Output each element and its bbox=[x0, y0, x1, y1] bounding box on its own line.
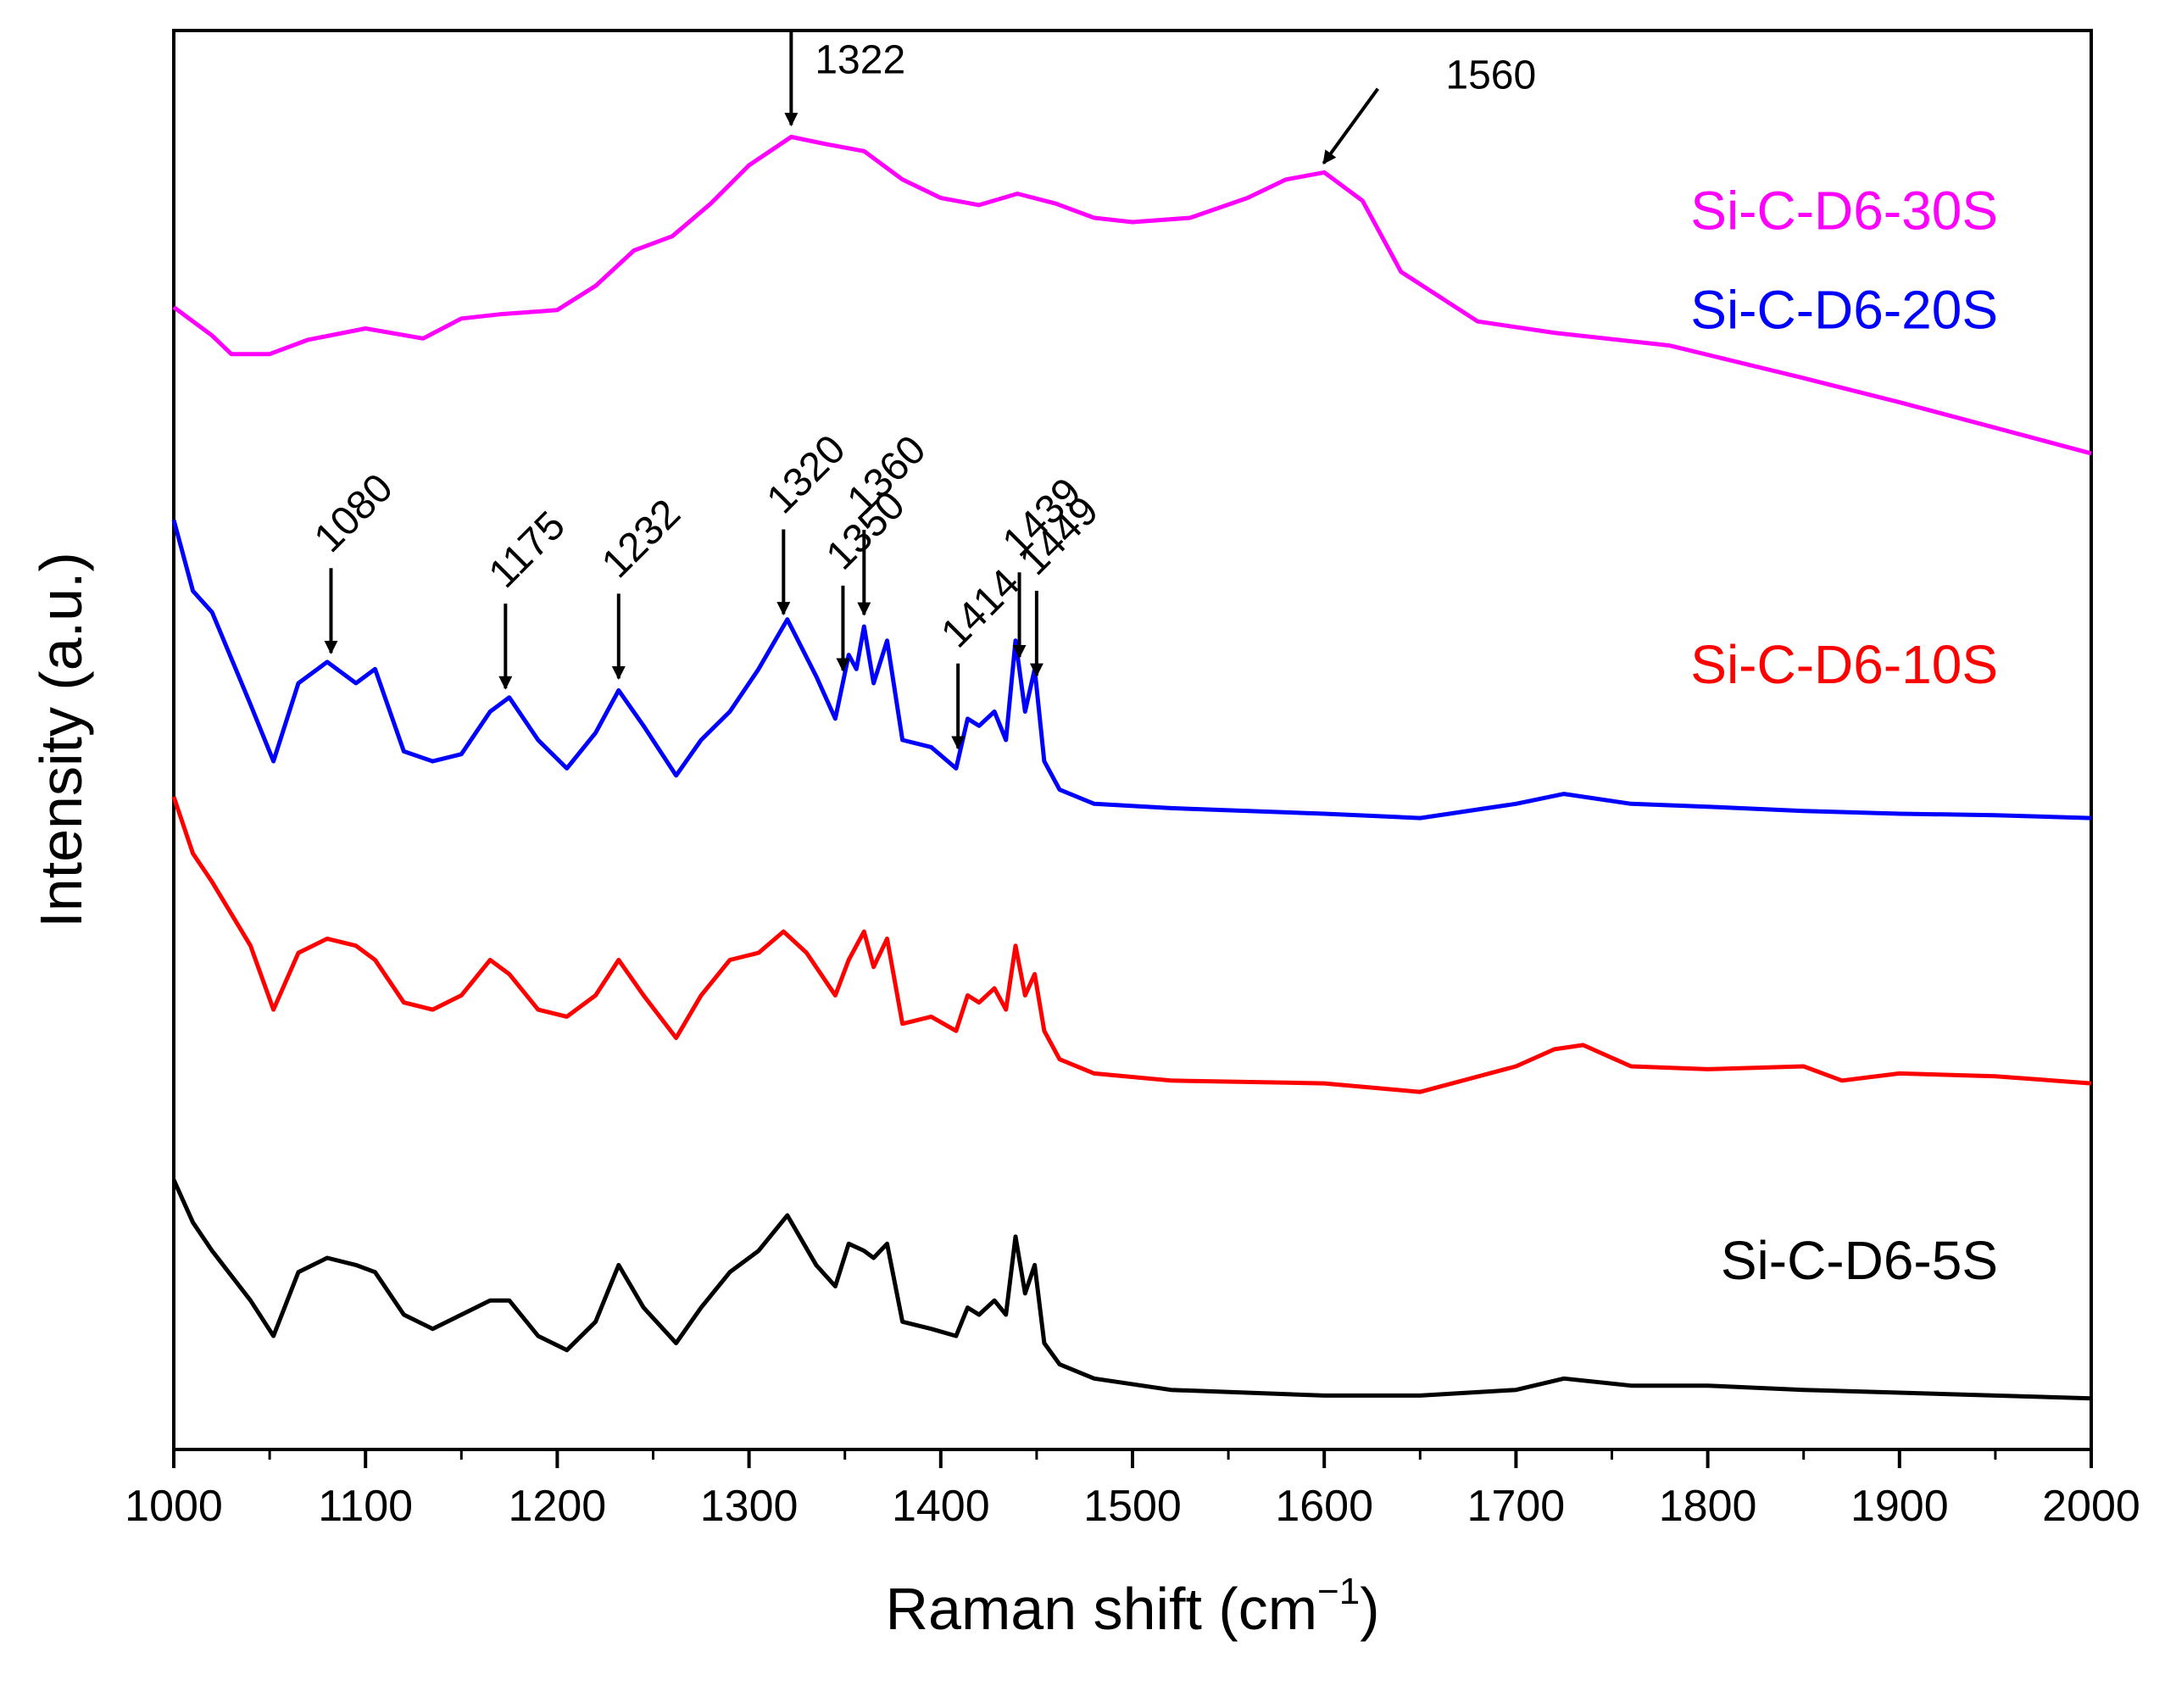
peak-label-1320: 1320 bbox=[759, 426, 854, 522]
series-line-si-c-d6-5s bbox=[171, 1178, 2092, 1401]
x-tick-label-1400: 1400 bbox=[892, 1482, 990, 1531]
series-label-si-c-d6-10s: Si-C-D6-10S bbox=[1690, 634, 1998, 695]
peak-label-1080: 1080 bbox=[306, 465, 402, 561]
peak-label-1322: 1322 bbox=[815, 38, 905, 83]
series-label-si-c-d6-5s: Si-C-D6-5S bbox=[1721, 1230, 1998, 1291]
series-line-si-c-d6-30s bbox=[172, 135, 2092, 456]
x-axis-title-superscript: −1 bbox=[1317, 1571, 1360, 1612]
x-tick-label-1700: 1700 bbox=[1467, 1482, 1566, 1531]
peak-label-1175: 1175 bbox=[481, 503, 574, 596]
peak-label-1560: 1560 bbox=[1445, 53, 1536, 98]
peak-label-1232: 1232 bbox=[593, 491, 689, 587]
x-tick-label-1800: 1800 bbox=[1659, 1482, 1757, 1531]
x-tick-label-1300: 1300 bbox=[700, 1482, 799, 1531]
x-tick-label-1100: 1100 bbox=[318, 1482, 413, 1531]
x-axis-title: Raman shift (cm−1) bbox=[885, 1571, 1379, 1642]
x-tick-label-1200: 1200 bbox=[509, 1482, 607, 1531]
series-label-layer: Si-C-D6-30S Si-C-D6-20S Si-C-D6-10S Si-C-D6… bbox=[1690, 180, 1998, 1291]
x-tick-label-1900: 1900 bbox=[1850, 1482, 1949, 1531]
y-axis-title: Intensity (a.u.) bbox=[28, 552, 94, 928]
x-axis: 1000 1100 1200 1300 1400 1500 1600 1700 1800 1900… bbox=[125, 1449, 2140, 1531]
series-label-si-c-d6-30s: Si-C-D6-30S bbox=[1690, 180, 1998, 241]
series-layer bbox=[171, 135, 2092, 1401]
series-label-si-c-d6-20s: Si-C-D6-20S bbox=[1690, 280, 1998, 341]
x-axis-title-close: ) bbox=[1360, 1576, 1379, 1642]
series-line-si-c-d6-20s bbox=[171, 519, 2092, 821]
x-tick-label-1000: 1000 bbox=[125, 1482, 223, 1531]
x-tick-label-2000: 2000 bbox=[2042, 1482, 2140, 1531]
x-tick-label-1500: 1500 bbox=[1083, 1482, 1182, 1531]
series-line-si-c-d6-10s bbox=[171, 796, 2092, 1094]
x-tick-label-1600: 1600 bbox=[1275, 1482, 1373, 1531]
peak-arrow-1560 bbox=[1322, 87, 1380, 164]
